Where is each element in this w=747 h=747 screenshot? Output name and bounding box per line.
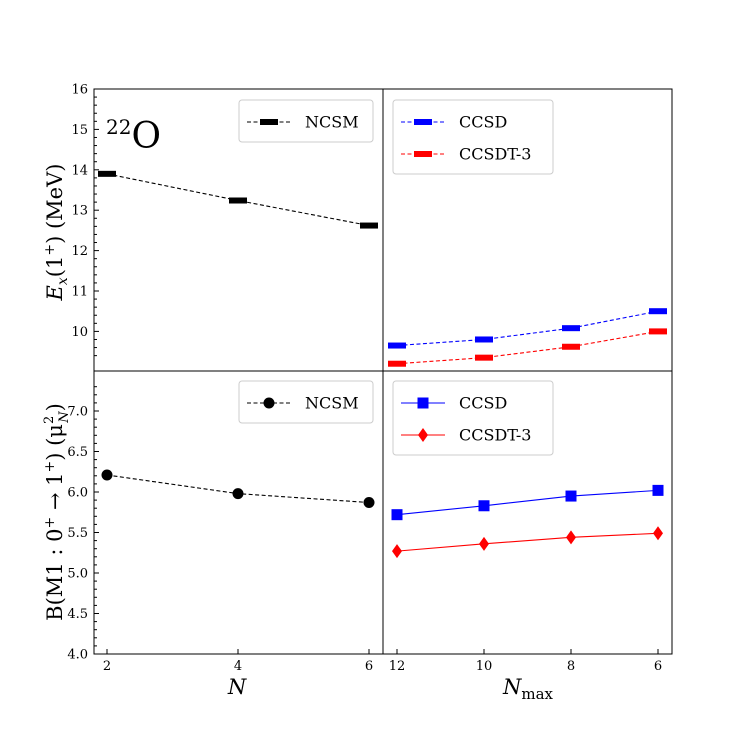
nucleus-label: 22O	[106, 115, 161, 157]
x-right-tick-label: 6	[654, 659, 662, 674]
right-bottom-data-point	[478, 500, 490, 512]
right-bottom-data-point	[653, 526, 663, 541]
y-bottom-tick-label: 6.5	[67, 445, 88, 460]
y-bottom-tick-label: 4.0	[67, 648, 88, 663]
x-right-sub: max	[521, 685, 553, 703]
left-bottom-legend-label: NCSM	[305, 394, 359, 413]
left-top-legend-marker	[260, 119, 278, 125]
y-bot-sup2: +	[42, 461, 58, 473]
y-bot-arrow: → 1	[43, 472, 67, 516]
panel-frames	[93, 88, 673, 655]
y-bot-part1: B(M1 : 0	[43, 529, 67, 621]
series-layer	[98, 170, 667, 559]
right-bottom-data-point	[566, 530, 576, 545]
right-top-data-point	[649, 308, 667, 315]
y-top-tick-label: 11	[71, 285, 88, 300]
x-left-tick-label: 4	[234, 659, 242, 674]
left-top-legend-box	[238, 99, 374, 143]
y-top-main: E	[43, 285, 67, 301]
left-bottom-data-point	[101, 469, 113, 481]
left-top-legend-label: NCSM	[305, 113, 359, 132]
y-top-tick-label: 12	[71, 244, 88, 259]
x-left-tick-label: 6	[365, 659, 373, 674]
right-bottom-data-point	[392, 544, 402, 559]
y-bottom-tick-label: 7.0	[67, 405, 88, 420]
axis-ticks: 10 11 12 13 14 15 16 4.0 4.5 5.0 5.5 6.0 6.5 7.0 2 4 6 12…	[67, 83, 662, 675]
y-bot-sub3: N	[57, 411, 72, 424]
y-bot-sup1: +	[42, 517, 58, 529]
y-bottom-tick-label: 5.5	[67, 526, 88, 541]
right-bottom-series-line-0	[396, 489, 659, 516]
right-top-legend-marker	[414, 151, 432, 157]
y-top-sup: +	[42, 244, 58, 256]
y-axis-label-bottom: B(M1 : 0+ → 1+) (μ2N)	[42, 403, 72, 621]
x-right-tick-label: 12	[389, 659, 406, 674]
right-bottom-data-point	[652, 484, 664, 496]
y-bot-sup3: 2	[42, 416, 57, 424]
x-axis-label-right: Nmax	[502, 675, 554, 703]
right-bottom-legend-label: CCSD	[459, 394, 507, 413]
right-top-data-point	[475, 336, 493, 343]
y-axis-label-top: Ex(1+) (MeV)	[42, 164, 71, 302]
x-axis-label-left: N	[227, 675, 247, 699]
y-top-tick-label: 10	[71, 325, 88, 340]
nucleus-mass: 22	[106, 115, 131, 139]
y-top-end: ) (MeV)	[43, 164, 67, 244]
left-bottom-legend-marker	[263, 397, 275, 409]
right-top-legend-label: CCSD	[459, 113, 507, 132]
right-top-data-point	[388, 342, 406, 349]
legends: NCSM CCSD CCSDT-3 NCSM CCSD CCSDT-3	[238, 99, 554, 456]
x-right-tick-label: 10	[476, 659, 493, 674]
left-top-data-point	[229, 197, 247, 204]
right-bottom-legend-label: CCSDT-3	[459, 426, 531, 445]
y-top-tick-label: 16	[71, 83, 88, 98]
right-bottom-legend-marker	[418, 428, 428, 442]
left-bottom-data-point	[363, 497, 375, 509]
y-bot-part2: ) (μ	[43, 424, 67, 461]
x-right-main: N	[502, 675, 522, 699]
left-top-data-point	[360, 222, 378, 229]
left-bottom-data-point	[232, 488, 244, 500]
right-top-data-point	[562, 325, 580, 332]
right-top-series-line-0	[396, 310, 659, 347]
right-bottom-data-point	[479, 536, 489, 551]
right-top-data-point	[475, 354, 493, 361]
y-top-rest: (1	[43, 256, 67, 278]
left-top-data-point	[98, 170, 116, 177]
x-left-tick-label: 2	[103, 659, 111, 674]
right-bottom-legend-marker	[417, 397, 429, 409]
y-bottom-tick-label: 4.5	[67, 607, 88, 622]
right-top-data-point	[388, 360, 406, 367]
right-top-legend-label: CCSDT-3	[459, 145, 531, 164]
right-top-data-point	[562, 343, 580, 350]
y-top-tick-label: 13	[71, 204, 88, 219]
nucleus-symbol: O	[131, 116, 161, 157]
y-top-tick-label: 15	[71, 123, 88, 138]
right-bottom-series-line-1	[396, 532, 659, 552]
y-bottom-tick-label: 5.0	[67, 567, 88, 582]
y-top-tick-label: 14	[71, 163, 88, 178]
right-top-legend-box	[392, 99, 554, 175]
right-bottom-data-point	[391, 509, 403, 521]
y-top-sub: x	[55, 277, 71, 285]
right-top-legend-marker	[414, 119, 432, 125]
right-top-series-line-1	[396, 330, 659, 365]
y-bottom-tick-label: 6.0	[67, 486, 88, 501]
right-bottom-legend-box	[392, 380, 554, 456]
y-bot-end: )	[43, 403, 67, 411]
x-right-tick-label: 8	[567, 659, 575, 674]
left-bottom-legend-box	[238, 380, 374, 424]
right-top-data-point	[649, 328, 667, 335]
right-bottom-data-point	[565, 490, 577, 502]
